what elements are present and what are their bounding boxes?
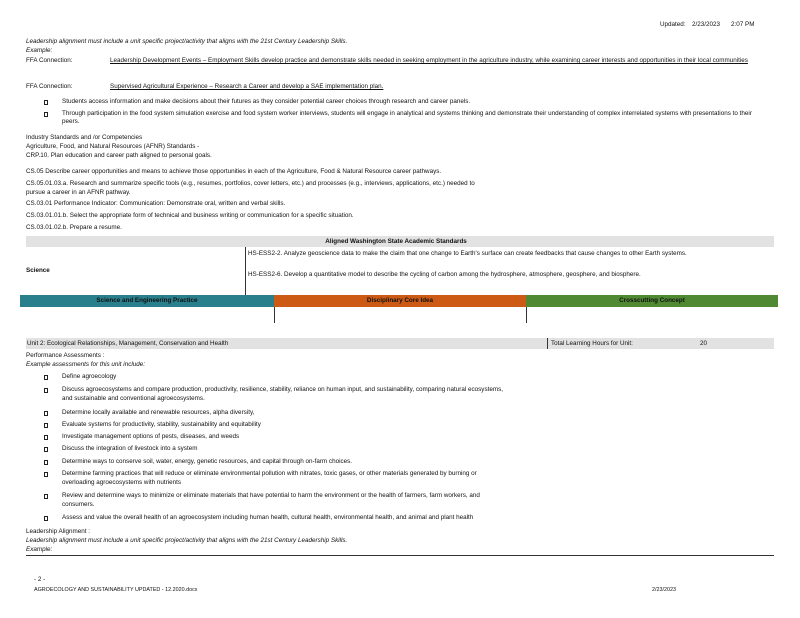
bullet-icon [44,447,48,452]
example-assessments-line: Example assessments for this unit includ… [26,361,145,368]
example-label-2: Example: [26,546,53,553]
bullet-icon [44,112,48,117]
bullet-icon [44,388,48,393]
assessment-item: Determine locally available and renewabl… [62,409,255,416]
aligned-standards-heading: Aligned Washington State Academic Standa… [325,238,467,245]
bullet-icon [44,375,48,380]
industry-line-7: CS.03.01.02.b. Prepare a resume. [26,224,122,231]
updated-label: Updated: [660,21,686,28]
updated-date: 2/23/2023 [692,21,721,28]
core-idea-band [274,295,526,307]
table-divider [245,247,246,295]
assessment-item: Investigate management options of pests,… [62,433,240,440]
hs-ess2-2-standard: HS-ESS2-2. Analyze geoscience data to ma… [248,250,687,257]
core-idea-label: Disciplinary Core Idea [366,297,434,304]
crosscutting-label: Crosscutting Concept [619,297,685,304]
total-hours-label: Total Learning Hours for Unit: [551,340,633,347]
ffa-connection-label-2: FFA Connection: [26,83,73,90]
assessment-item: Determine farming practices that will re… [62,470,477,477]
industry-standards-heading: Industry Standards and /or Competencies [26,134,143,141]
assessment-item: Discuss the integration of livestock int… [62,445,198,452]
leadership-alignment-line-2: Leadership alignment must include a unit… [26,537,348,544]
ffa-connection-text-2: Supervised Agricultural Experience – Res… [110,83,384,90]
table-divider [526,307,527,323]
industry-line-6: CS.03.01.01.b. Select the appropriate fo… [26,212,354,219]
assessment-item-cont: and sustainable and conventional agroeco… [62,395,205,402]
top-bullet-2: Through participation in the food system… [62,110,752,125]
bullet-icon [44,460,48,465]
science-label: Science [26,267,50,274]
leadership-alignment-label: Leadership Alignment : [26,528,91,535]
assessment-item-cont: overloading agroecosystems with nutrient… [62,479,182,486]
hs-ess2-6-standard: HS-ESS2-6. Develop a quantitative model … [248,271,641,278]
industry-line-4: pursue a career in an AFNR pathway. [26,189,131,196]
page-number: - 2 - [34,576,46,583]
bullet-icon [44,100,48,105]
bullet-icon [44,472,48,477]
unit-header-bar [26,338,774,349]
ffa-connection-text: Leadership Development Events – Employme… [110,57,748,64]
bullet-icon [44,423,48,428]
top-bullet-1: Students access information and make dec… [62,98,471,105]
industry-line-5: CS.03.01 Performance Indicator: Communic… [26,200,286,207]
performance-assessments-label: Performance Assessments : [26,352,105,359]
assessment-item: Determine ways to conserve soil, water, … [62,458,353,465]
bullet-icon [44,435,48,440]
bullet-icon [44,411,48,416]
assessment-item: Discuss agroecosystems and compare produ… [62,386,503,393]
footer-date: 2/23/2023 [652,587,676,593]
example-label: Example: [26,47,53,54]
leadership-alignment-line: Leadership alignment must include a unit… [26,38,348,45]
bullet-icon [44,494,48,499]
industry-line-3: CS.05.01.03.a. Research and summarize sp… [26,180,475,187]
bullet-icon [44,516,48,521]
updated-time: 2:07 PM [731,21,755,28]
ffa-connection-label: FFA Connection: [26,57,73,64]
assessment-item: Review and determine ways to minimize or… [62,492,480,499]
assessment-item: Define agroecology [62,373,117,380]
assessment-item: Assess and value the overall health of a… [62,514,474,521]
crosscutting-band [526,295,778,307]
table-divider [547,338,548,349]
assessment-item: Evaluate systems for productivity, stabi… [62,421,261,428]
afnr-standards-heading: Agriculture, Food, and Natural Resources… [26,143,200,150]
industry-line-1: CRP.10. Plan education and career path a… [26,152,212,159]
section-rule [26,555,774,556]
assessment-item-cont: consumers. [62,501,95,508]
unit-2-title: Unit 2: Ecological Relationships, Manage… [27,340,229,347]
total-hours-value: 20 [700,340,708,347]
standards-header-bar [26,236,774,247]
science-practice-label: Science and Engineering Practice [96,297,198,304]
table-divider [274,307,275,323]
industry-line-2: CS.05 Describe career opportunities and … [26,168,442,175]
science-practice-band [20,295,274,307]
document-name: AGROECOLOGY AND SUSTAINABILITY UPDATED -… [34,587,198,593]
